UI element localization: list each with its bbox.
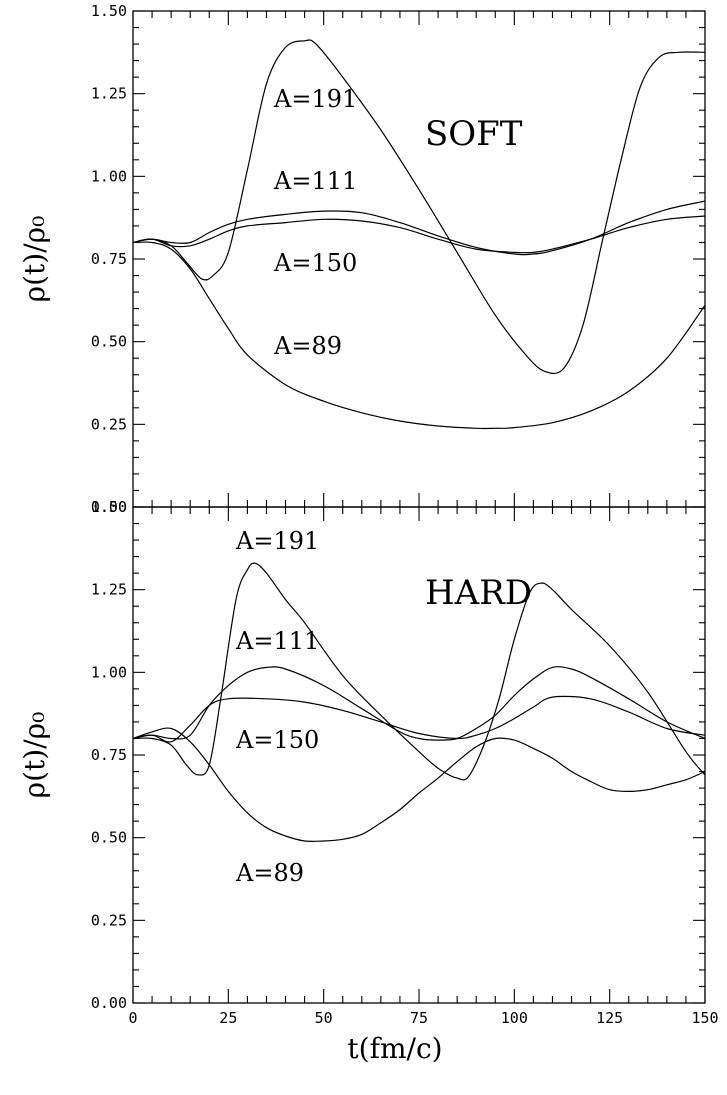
soft-label-a191: A=191 xyxy=(273,85,357,113)
x-tick-label: 75 xyxy=(410,1009,428,1027)
y-tick-label: 1.00 xyxy=(91,167,127,185)
hard-plot-frame xyxy=(132,506,706,1004)
y-tick-label: 1.50 xyxy=(91,498,127,516)
hard-label-a111: A=111 xyxy=(235,627,319,655)
soft-panel-title: SOFT xyxy=(425,114,523,154)
series-line-a89 xyxy=(132,241,706,430)
x-axis-label: t(fm/c) xyxy=(347,1032,442,1065)
soft-y-axis-label: ρ(t)/ρ₀ xyxy=(18,216,51,303)
y-tick-label: 1.25 xyxy=(91,85,127,103)
soft-ticks: 0.00 0.25 0.50 0.75 1.00 1.25 1.50 xyxy=(91,2,706,516)
soft-panel: 0.000.250.500.751.001.251.50 SOFT A=191 … xyxy=(18,2,706,516)
hard-y-axis-label: ρ(t)/ρ₀ xyxy=(18,712,51,799)
soft-curves xyxy=(132,39,706,430)
hard-ticks: 0.00 0.25 0.50 0.75 1.00 1.25 1.50 0 25 50 75 100 12… xyxy=(91,498,719,1027)
y-tick-label: 0.25 xyxy=(91,911,127,929)
y-tick-label: 0.50 xyxy=(91,829,127,847)
y-tick-label: 1.25 xyxy=(91,581,127,599)
y-tick-label: 0.25 xyxy=(91,415,127,433)
y-tick-label: 1.50 xyxy=(91,2,127,20)
series-line-a111 xyxy=(132,666,706,741)
soft-label-a111: A=111 xyxy=(273,167,357,195)
hard-panel: 0.00 0.25 0.50 0.75 1.00 1.25 1.50 0 25 50 75 100 12… xyxy=(18,498,719,1065)
x-tick-label: 150 xyxy=(691,1009,718,1027)
series-line-a191 xyxy=(132,562,706,781)
hard-curves xyxy=(132,562,706,843)
series-line-a191 xyxy=(132,39,706,375)
y-tick-label: 0.00 xyxy=(91,498,127,516)
y-tick-label: 1.00 xyxy=(91,663,127,681)
hard-label-a150: A=150 xyxy=(235,726,319,754)
series-line-a150 xyxy=(132,215,706,254)
y-tick-label: 0.75 xyxy=(91,250,127,268)
y-tick-label: 0.50 xyxy=(91,333,127,351)
hard-label-a191: A=191 xyxy=(235,527,319,555)
hard-label-a89: A=89 xyxy=(235,859,304,887)
hard-panel-title: HARD xyxy=(425,573,532,613)
y-tick-label: 0.00 xyxy=(91,994,127,1012)
x-tick-label: 0 xyxy=(128,1009,137,1027)
x-tick-label: 125 xyxy=(596,1009,623,1027)
x-tick-label: 100 xyxy=(501,1009,528,1027)
x-tick-label: 25 xyxy=(219,1009,237,1027)
x-tick-label: 50 xyxy=(315,1009,333,1027)
series-line-a111 xyxy=(132,200,706,256)
soft-plot-frame xyxy=(132,10,706,508)
y-tick-label: 0.75 xyxy=(91,746,127,764)
soft-label-a150: A=150 xyxy=(273,249,357,277)
soft-label-a89: A=89 xyxy=(273,332,342,360)
series-line-a150 xyxy=(132,695,706,743)
series-line-a89 xyxy=(132,727,706,843)
